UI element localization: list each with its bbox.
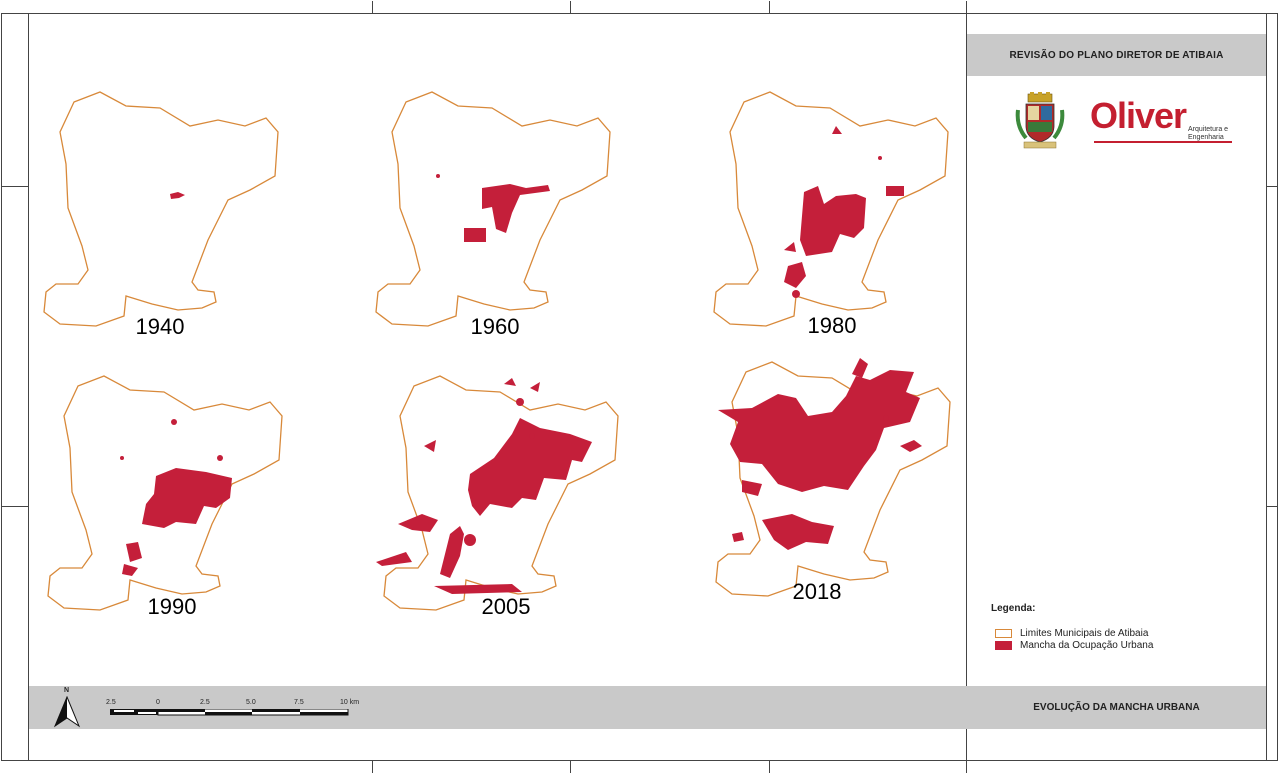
- map-panels: [43, 91, 951, 611]
- urban-patches: [718, 358, 922, 550]
- map-year-label: 1940: [135, 314, 185, 339]
- legend-label: Mancha da Ocupação Urbana: [1020, 640, 1154, 651]
- map-2018: [715, 358, 951, 597]
- urban-patches: [376, 378, 592, 594]
- scale-label: 7.5: [294, 699, 304, 706]
- oliver-logo-underline: [1094, 141, 1232, 143]
- map-1990: [47, 375, 283, 611]
- grid-tick: [372, 761, 373, 773]
- grid-tick: [966, 761, 967, 773]
- map-1980: [713, 91, 949, 327]
- legend-label: Limites Municipais de Atibaia: [1020, 628, 1149, 639]
- legend-item-boundary: Limites Municipais de Atibaia: [995, 628, 1148, 639]
- map-year-label: 1990: [147, 594, 197, 619]
- scale-label: 0: [156, 699, 160, 706]
- grid-tick: [372, 1, 373, 13]
- grid-tick: [769, 761, 770, 773]
- scale-label: 10 km: [340, 699, 360, 706]
- scale-bar: [110, 709, 349, 716]
- grid-tick: [570, 761, 571, 773]
- map-subtitle: EVOLUÇÃO DA MANCHA URBANA: [1033, 702, 1200, 713]
- map-year-label: 1960: [470, 314, 520, 339]
- grid-tick: [570, 1, 571, 13]
- urban-patches: [120, 419, 232, 576]
- grid-tick: [1, 506, 28, 507]
- map-year-label: 2018: [792, 579, 842, 604]
- legend-swatch-boundary: [995, 629, 1012, 638]
- legend-swatch-urban: [995, 641, 1012, 650]
- panel-divider: [966, 13, 967, 761]
- grid-tick: [1267, 186, 1278, 187]
- grid-tick: [1267, 506, 1278, 507]
- map-1960: [375, 91, 611, 327]
- oliver-subtitle-line1: Arquitetura e: [1188, 126, 1229, 133]
- oliver-logo: Oliver: [1090, 95, 1187, 136]
- plan-title: REVISÃO DO PLANO DIRETOR DE ATIBAIA: [967, 34, 1266, 76]
- scale-label: 2.5: [106, 699, 116, 706]
- legend-item-urban: Mancha da Ocupação Urbana: [995, 640, 1153, 651]
- map-year-label: 2005: [481, 594, 531, 619]
- map-2005: [376, 375, 619, 611]
- urban-patch: [170, 192, 185, 199]
- bottom-band: [29, 686, 1266, 729]
- grid-tick: [769, 1, 770, 13]
- grid-tick: [1, 186, 28, 187]
- oliver-logo-subtitle: Arquitetura e Engenharia: [1188, 126, 1228, 142]
- legend-title: Legenda:: [991, 603, 1036, 614]
- grid-tick: [966, 1, 967, 13]
- urban-patches: [784, 126, 904, 298]
- scale-label: 2.5: [200, 699, 210, 706]
- north-label: N: [64, 687, 70, 694]
- municipal-boundary: [43, 91, 279, 327]
- map-year-label: 1980: [807, 313, 857, 338]
- map-frame-inner: [28, 13, 1267, 761]
- north-arrow-icon: [53, 696, 81, 728]
- atibaia-coat-of-arms-icon: [1015, 92, 1065, 149]
- scale-label: 5.0: [246, 699, 256, 706]
- map-1940: [43, 91, 279, 327]
- urban-patches: [436, 174, 550, 242]
- oliver-subtitle-line2: Engenharia: [1188, 134, 1224, 141]
